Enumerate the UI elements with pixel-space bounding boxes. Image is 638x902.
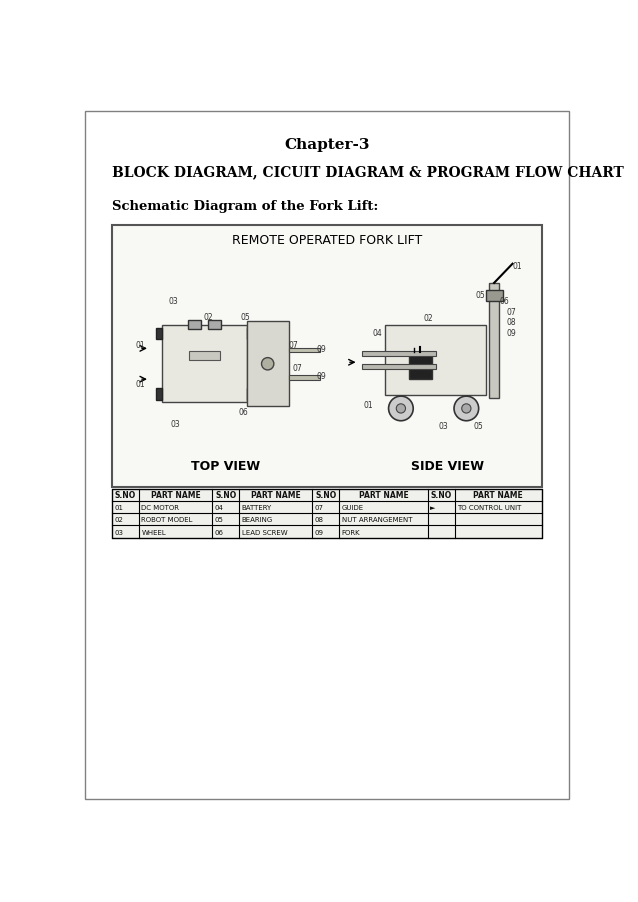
Bar [156,328,162,340]
Text: PART NAME: PART NAME [359,491,408,500]
Text: DC MOTOR: DC MOTOR [142,504,179,511]
Circle shape [262,358,274,371]
Bar [112,489,542,538]
Text: 03: 03 [169,297,179,306]
Text: WHEEL: WHEEL [142,529,166,535]
Text: TOP VIEW: TOP VIEW [191,459,260,473]
Text: 04: 04 [373,329,383,338]
Text: 09: 09 [506,329,516,338]
Text: 01: 01 [136,379,145,388]
Bar [112,226,542,487]
Text: 07: 07 [288,341,298,350]
Text: BEARING: BEARING [242,517,273,523]
Text: LEAD SCREW: LEAD SCREW [242,529,287,535]
Text: 01: 01 [364,400,373,410]
Text: FORK: FORK [341,529,360,535]
Text: 06: 06 [238,408,248,417]
Text: Schematic Diagram of the Fork Lift:: Schematic Diagram of the Fork Lift: [112,200,378,213]
Bar [489,283,499,399]
Text: NUT ARRANGEMENT: NUT ARRANGEMENT [341,517,412,523]
Text: 01: 01 [136,341,145,350]
Text: 05: 05 [475,290,485,299]
Text: 08: 08 [506,318,516,327]
Text: 05: 05 [241,312,250,321]
Text: PART NAME: PART NAME [473,491,523,500]
Text: S.NO: S.NO [215,491,236,500]
Bar [289,376,320,381]
Text: 06: 06 [214,529,223,535]
Text: BLOCK DIAGRAM, CICUIT DIAGRAM & PROGRAM FLOW CHART: BLOCK DIAGRAM, CICUIT DIAGRAM & PROGRAM … [112,165,624,179]
Bar [362,351,436,356]
Text: BATTERY: BATTERY [242,504,272,511]
Text: 03: 03 [170,419,180,428]
Text: 07: 07 [506,308,516,317]
Bar [207,320,221,330]
Text: 01: 01 [114,504,124,511]
Text: 07: 07 [292,364,302,373]
Circle shape [389,397,413,421]
Text: 09: 09 [316,372,327,381]
Bar [189,351,220,361]
Circle shape [462,404,471,414]
Text: REMOTE OPERATED FORK LIFT: REMOTE OPERATED FORK LIFT [232,234,422,246]
Bar [247,322,289,407]
Text: PART NAME: PART NAME [251,491,300,500]
Text: PART NAME: PART NAME [151,491,200,500]
Text: Chapter-3: Chapter-3 [284,138,370,152]
Text: SIDE VIEW: SIDE VIEW [411,459,484,473]
Text: 06: 06 [500,297,510,306]
Text: 03: 03 [438,421,448,430]
Text: S.NO: S.NO [115,491,137,500]
Bar [486,290,503,301]
Text: S.NO: S.NO [431,491,452,500]
Text: 05: 05 [473,421,483,430]
Bar [289,348,320,353]
Text: 05: 05 [214,517,223,523]
Bar [162,326,247,403]
Text: 04: 04 [214,504,223,511]
Text: 02: 02 [204,312,213,321]
Text: 02: 02 [114,517,123,523]
Text: S.NO: S.NO [315,491,336,500]
Bar [362,364,436,370]
Text: 09: 09 [316,345,327,354]
Text: ROBOT MODEL: ROBOT MODEL [142,517,193,523]
Text: 02: 02 [423,314,433,323]
Circle shape [454,397,478,421]
Text: TO CONTROL UNIT: TO CONTROL UNIT [457,504,521,511]
Text: GUIDE: GUIDE [341,504,364,511]
Circle shape [396,404,406,414]
Bar [247,389,253,400]
Text: 01: 01 [512,262,522,271]
Bar [385,326,486,395]
Text: ►: ► [430,504,436,511]
Text: 08: 08 [315,517,323,523]
Bar [408,353,432,380]
Text: 03: 03 [114,529,124,535]
Bar [156,389,162,400]
Text: 07: 07 [315,504,323,511]
Bar [247,328,253,340]
Bar [188,320,202,330]
Text: 09: 09 [315,529,323,535]
